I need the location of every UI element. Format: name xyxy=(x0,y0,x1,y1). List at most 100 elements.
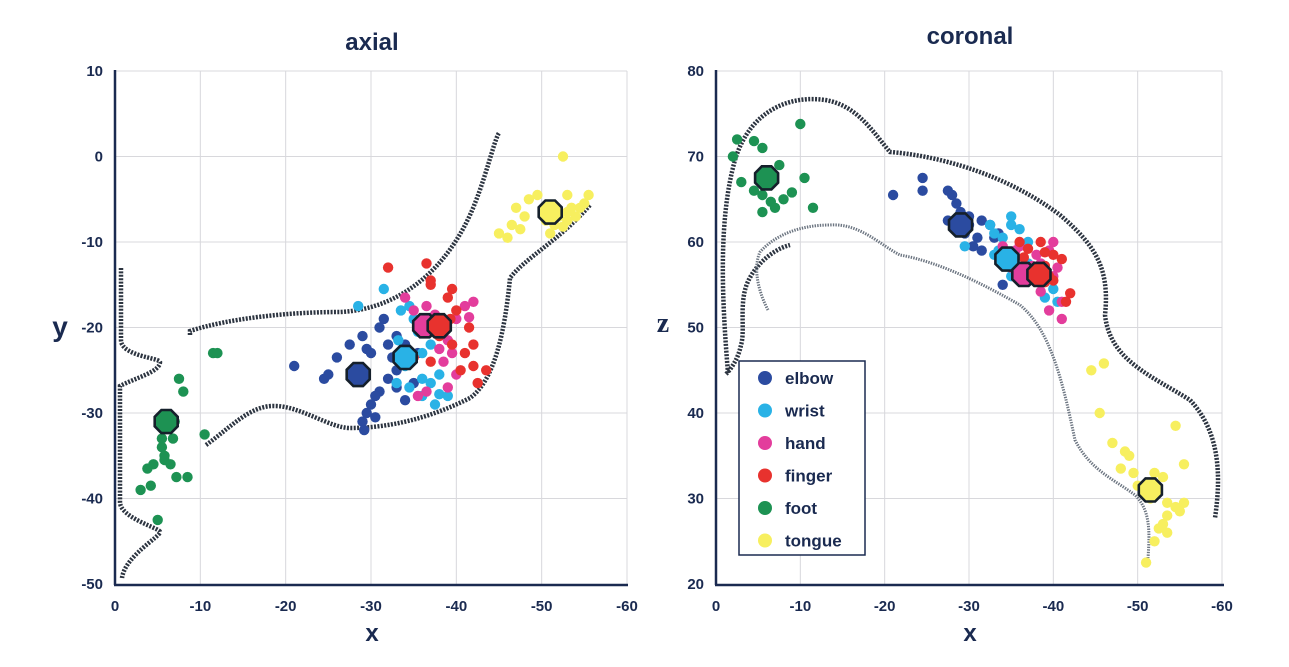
y-tick-label: -10 xyxy=(81,234,103,251)
tongue-point xyxy=(1157,471,1169,483)
foot-point xyxy=(152,514,163,526)
elbow-point xyxy=(917,172,928,184)
legend-label-elbow: elbow xyxy=(785,369,834,388)
tongue-point xyxy=(1162,527,1173,538)
x-tick-label: 0 xyxy=(111,598,119,615)
foot-point xyxy=(731,134,743,145)
elbow-point xyxy=(323,369,334,380)
tongue-point xyxy=(1098,358,1110,369)
finger-point xyxy=(425,356,436,367)
finger-point xyxy=(472,377,483,389)
y-tick-label: 80 xyxy=(687,63,704,80)
tongue-point xyxy=(523,194,535,205)
x-tick-label: -50 xyxy=(1127,598,1149,615)
elbow-point xyxy=(951,198,962,209)
finger-point xyxy=(1060,296,1072,307)
foot-point xyxy=(769,202,781,213)
x-tick-label: -10 xyxy=(189,598,211,615)
wrist-mean-marker xyxy=(994,246,1020,272)
foot-point xyxy=(757,206,768,218)
hand-point xyxy=(1031,249,1042,260)
y-tick-label: 10 xyxy=(86,63,103,80)
x-tick-label: -10 xyxy=(789,598,811,615)
finger-mean-marker xyxy=(426,312,453,339)
wrist-point xyxy=(959,241,970,252)
elbow-point xyxy=(357,330,368,342)
x-tick-label: -30 xyxy=(360,598,382,615)
tongue-point xyxy=(515,224,526,235)
hand-point xyxy=(442,382,453,393)
legend-label-wrist: wrist xyxy=(784,402,825,421)
foot-point xyxy=(748,185,760,196)
foot-point xyxy=(173,373,185,384)
axial-panel: 0 -10 -20 -30 -40 -50 -60 -50 -40 -30 -20 -10 0 10 a… xyxy=(52,29,638,647)
foot-point xyxy=(799,172,810,184)
foot-point xyxy=(807,202,819,213)
wrist-point xyxy=(442,390,453,402)
elbow-mean-marker xyxy=(947,212,974,238)
tongue-point xyxy=(1162,510,1173,521)
tongue-point xyxy=(1153,523,1165,534)
y-tick-label: 70 xyxy=(687,149,704,166)
elbow-point xyxy=(382,339,394,350)
foot-point xyxy=(171,471,182,483)
coronal-y-ticks: 20 30 40 50 60 70 80 xyxy=(687,63,704,593)
elbow-point xyxy=(357,416,368,427)
axial-means xyxy=(153,199,564,435)
finger-point xyxy=(1014,236,1025,248)
finger-point xyxy=(451,305,462,316)
wrist-point xyxy=(997,232,1008,243)
foot-point xyxy=(178,386,189,397)
finger-point xyxy=(1018,252,1029,263)
axial-x-label: x xyxy=(365,620,379,647)
foot-point xyxy=(156,433,168,444)
wrist-point xyxy=(1048,283,1059,295)
y-tick-label: 50 xyxy=(687,320,704,337)
wrist-point xyxy=(417,373,428,384)
tongue-point xyxy=(1149,536,1160,547)
finger-point xyxy=(446,339,458,350)
foot-point xyxy=(757,189,768,201)
finger-point xyxy=(468,360,479,372)
elbow-point xyxy=(365,399,377,410)
tongue-point xyxy=(1115,463,1127,474)
foot-point xyxy=(757,142,768,154)
y-tick-label: 60 xyxy=(687,234,704,251)
tongue-point xyxy=(506,219,517,231)
tongue-point xyxy=(557,151,569,162)
tongue-point xyxy=(1178,459,1190,470)
finger-point xyxy=(1065,288,1076,299)
foot-mean-marker xyxy=(153,408,179,435)
wrist-point xyxy=(417,347,428,359)
tongue-point xyxy=(1178,497,1190,508)
elbow-point xyxy=(344,339,355,350)
wrist-point xyxy=(1006,211,1017,222)
wrist-point xyxy=(429,399,441,410)
wrist-point xyxy=(391,377,402,389)
wrist-point xyxy=(395,305,407,316)
coronal-x-ticks: 0 -10 -20 -30 -40 -50 -60 xyxy=(712,598,1233,615)
elbow-point xyxy=(331,352,343,363)
finger-point xyxy=(481,365,492,376)
elbow-point xyxy=(359,424,370,436)
foot-point xyxy=(182,471,193,483)
wrist-point xyxy=(425,339,436,350)
legend-swatch-elbow xyxy=(758,371,772,385)
tongue-point xyxy=(1140,557,1152,568)
legend-box xyxy=(738,360,866,556)
wrist-point xyxy=(989,228,1000,239)
elbow-mean-marker xyxy=(345,361,372,388)
foot-point xyxy=(212,347,223,359)
coronal-panel: 0 -10 -20 -30 -40 -50 -60 20 30 40 50 60 70 80 coron… xyxy=(657,23,1233,647)
finger-point xyxy=(459,347,471,359)
legend-label-hand: hand xyxy=(785,434,826,453)
x-tick-label: -40 xyxy=(445,598,467,615)
foot-point xyxy=(156,442,168,453)
wrist-point xyxy=(984,219,996,231)
x-tick-label: -50 xyxy=(531,598,553,615)
elbow-point xyxy=(917,185,928,196)
legend-label-tongue: tongue xyxy=(785,532,842,551)
elbow-point xyxy=(976,215,987,226)
tongue-point xyxy=(1128,467,1139,479)
